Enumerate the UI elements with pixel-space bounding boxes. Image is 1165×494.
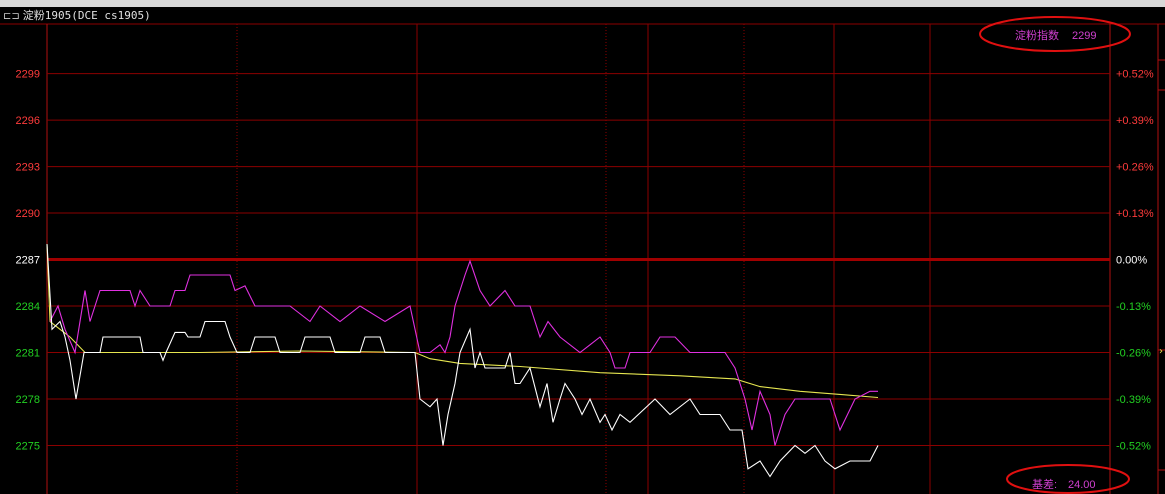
left-tick-label: 2296 bbox=[16, 115, 40, 127]
index-value: 2299 bbox=[1072, 30, 1096, 42]
price-line bbox=[46, 244, 879, 478]
right-tick-label: -0.13% bbox=[1116, 301, 1151, 313]
series-lines: › bbox=[46, 244, 1163, 478]
side-panel-arrow-icon: › bbox=[1159, 346, 1163, 357]
right-tick-label: -0.52% bbox=[1116, 441, 1151, 453]
right-axis-ticks: +0.52% +0.39% +0.26% +0.13% 0.00% -0.13% -0.26… bbox=[1116, 69, 1154, 453]
left-tick-label: 2278 bbox=[16, 394, 40, 406]
right-tick-label: +0.52% bbox=[1116, 69, 1154, 81]
left-tick-label: 2290 bbox=[16, 208, 40, 220]
left-tick-label: 2293 bbox=[16, 162, 40, 174]
right-tick-label: -0.39% bbox=[1116, 394, 1151, 406]
index-line bbox=[49, 259, 878, 446]
window-top-strip bbox=[0, 0, 1165, 7]
chart-title-bar: ⊏⊐ 淀粉1905(DCE cs1905) bbox=[0, 7, 1165, 24]
left-axis-ticks: 2299 2296 2293 2290 2287 2284 2281 2278 2275 bbox=[16, 69, 40, 453]
chart-title: 淀粉1905(DCE cs1905) bbox=[22, 9, 151, 22]
right-tick-label: +0.13% bbox=[1116, 208, 1154, 220]
index-name: 淀粉指数 bbox=[1015, 28, 1059, 42]
right-tick-label: +0.26% bbox=[1116, 162, 1154, 174]
right-tick-label: -0.26% bbox=[1116, 348, 1151, 360]
left-tick-label: 2299 bbox=[16, 69, 40, 81]
grid bbox=[0, 23, 1165, 494]
annotation-ellipse-top bbox=[979, 16, 1131, 52]
left-tick-label: 2275 bbox=[16, 441, 40, 453]
left-tick-label: 2284 bbox=[16, 301, 40, 313]
right-tick-label: +0.39% bbox=[1116, 115, 1154, 127]
right-tick-label: 0.00% bbox=[1116, 255, 1147, 267]
link-icon[interactable]: ⊏⊐ bbox=[3, 11, 20, 22]
average-line bbox=[46, 244, 879, 399]
basis-label: 基差: bbox=[1032, 477, 1057, 491]
basis-value: 24.00 bbox=[1068, 479, 1096, 491]
left-tick-label: 2281 bbox=[16, 348, 40, 360]
annotation-ellipse-bottom bbox=[1006, 464, 1130, 494]
left-tick-label: 2287 bbox=[16, 255, 40, 267]
